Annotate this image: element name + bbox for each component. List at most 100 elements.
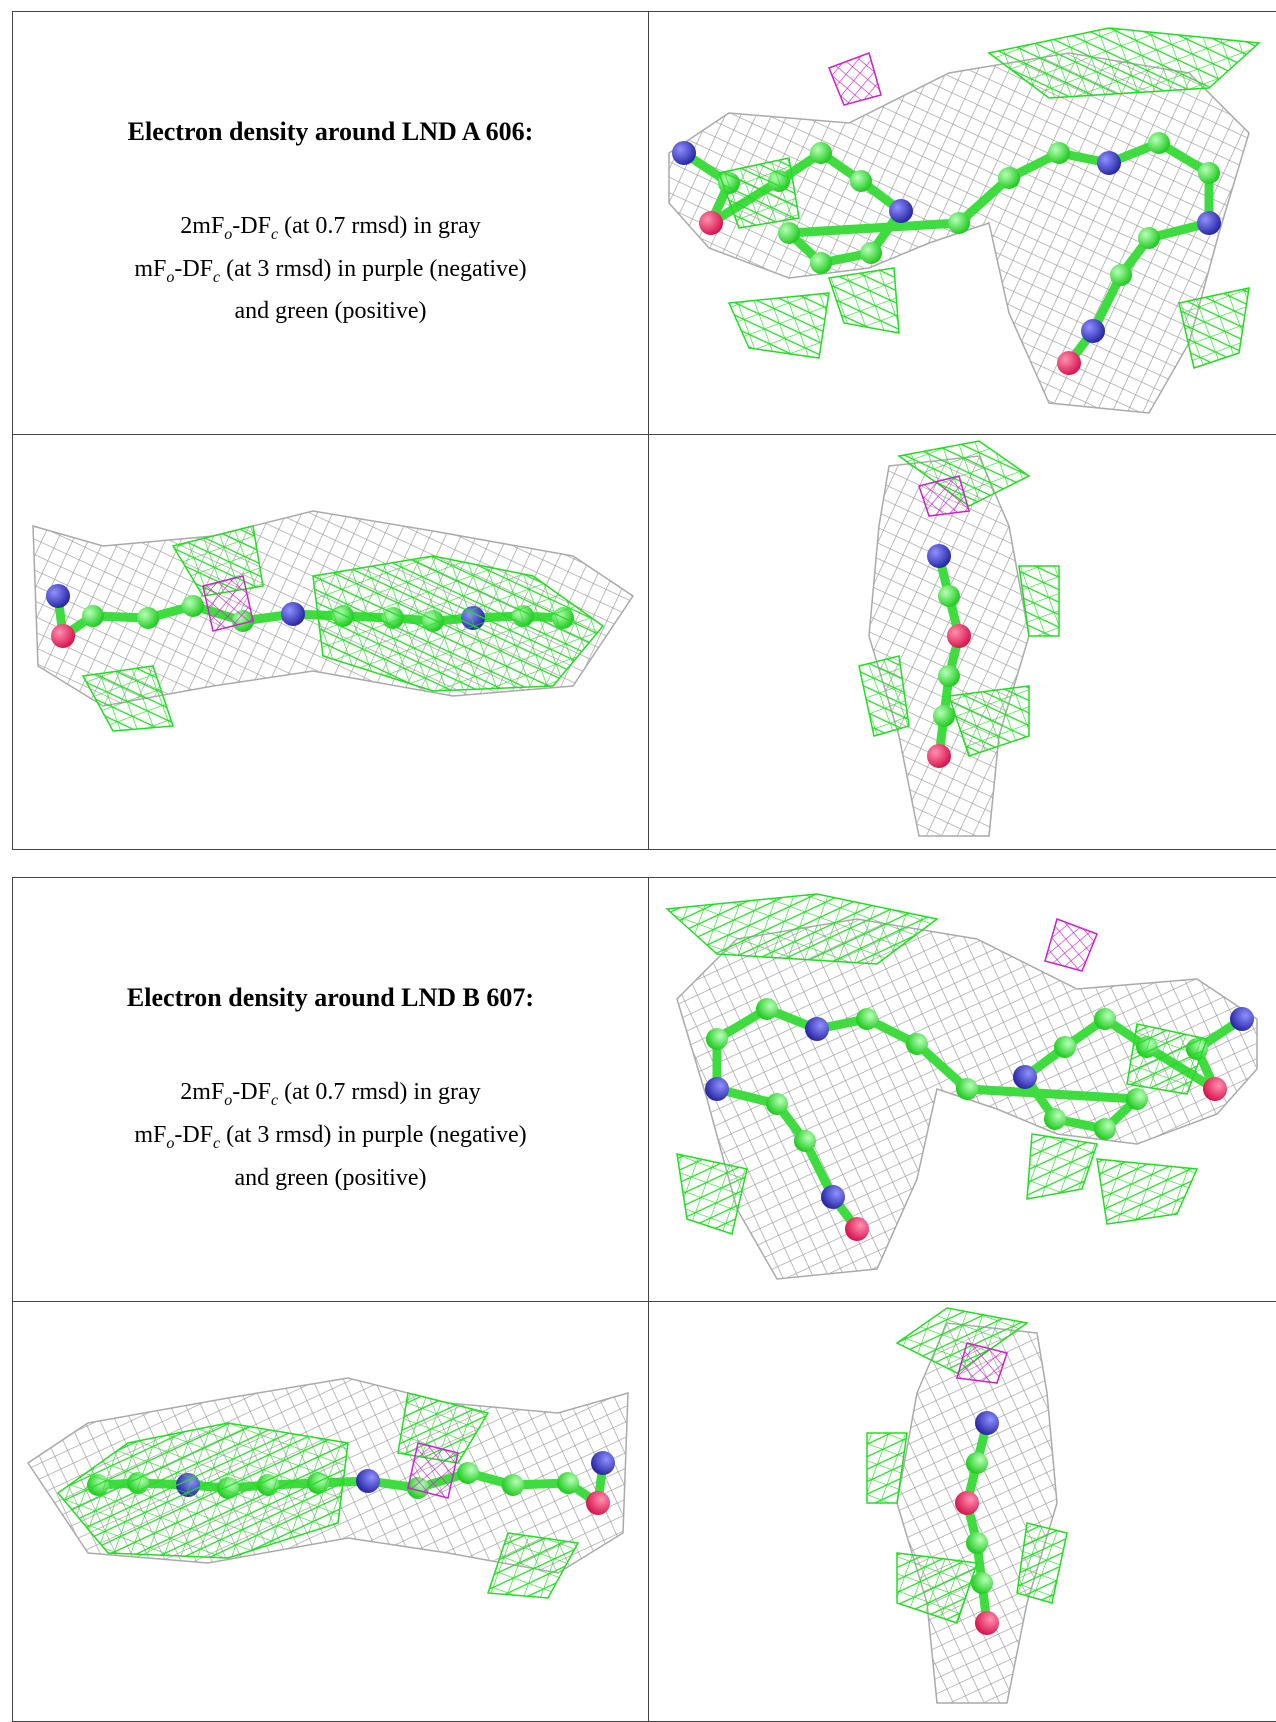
- positive-mesh: [1027, 1134, 1097, 1199]
- atom: [906, 1033, 928, 1055]
- positive-mesh: [829, 268, 899, 333]
- atom: [586, 1491, 610, 1515]
- image-cell: [649, 435, 1276, 850]
- atom: [281, 602, 305, 626]
- atom: [1057, 351, 1081, 375]
- atom: [1094, 1118, 1116, 1140]
- positive-mesh: [677, 1154, 747, 1234]
- caption-line: and green (positive): [13, 1161, 648, 1196]
- negative-mesh: [203, 576, 253, 631]
- atom: [1148, 132, 1170, 154]
- text-cell: Electron density around LND B 607: 2mFo-…: [13, 878, 649, 1302]
- atom: [502, 1474, 524, 1496]
- atom: [1081, 319, 1105, 343]
- caption-text: (at 0.7 rmsd) in gray: [278, 1079, 481, 1105]
- atom: [794, 1130, 816, 1152]
- atom: [810, 252, 832, 274]
- atom: [591, 1451, 615, 1475]
- image-cell: [649, 878, 1276, 1302]
- atom: [1230, 1007, 1254, 1031]
- atom: [82, 605, 104, 627]
- atom: [137, 607, 159, 629]
- atom: [1198, 162, 1220, 184]
- atom: [947, 624, 971, 648]
- atom: [805, 1017, 829, 1041]
- atom: [1048, 142, 1070, 164]
- subscript: c: [271, 1092, 278, 1109]
- negative-mesh: [829, 53, 881, 105]
- atom: [705, 1077, 729, 1101]
- caption-text: and green (positive): [235, 298, 427, 324]
- caption-line: mFo-DFc (at 3 rmsd) in purple (negative): [13, 252, 648, 295]
- molecule-view: [28, 1378, 628, 1598]
- atom: [948, 212, 970, 234]
- cell-heading: Electron density around LND A 606:: [13, 117, 648, 147]
- atom: [457, 1462, 479, 1484]
- positive-mesh: [1097, 1159, 1197, 1224]
- atom: [845, 1217, 869, 1241]
- caption-text: mF: [134, 256, 166, 282]
- image-cell: [13, 435, 649, 850]
- positive-mesh: [1179, 288, 1249, 368]
- atom: [956, 1078, 978, 1100]
- atom: [975, 1611, 999, 1635]
- atom: [933, 705, 955, 727]
- density-image: [13, 436, 648, 849]
- atom: [1203, 1077, 1227, 1101]
- atom: [998, 167, 1020, 189]
- cell-heading: Electron density around LND B 607:: [13, 983, 648, 1013]
- caption-text: 2mF: [180, 1079, 224, 1105]
- caption-line: 2mFo-DFc (at 0.7 rmsd) in gray: [13, 209, 648, 252]
- atom: [557, 1472, 579, 1494]
- atom: [766, 1093, 788, 1115]
- atom: [1094, 1008, 1116, 1030]
- caption-line: mFo-DFc (at 3 rmsd) in purple (negative): [13, 1118, 648, 1161]
- caption-text: (at 3 rmsd) in purple (negative): [220, 1122, 527, 1148]
- density-image: [649, 1303, 1276, 1721]
- density-image: [649, 13, 1276, 434]
- positive-mesh: [729, 293, 829, 358]
- molecule-view: [859, 441, 1059, 836]
- atom: [810, 142, 832, 164]
- atom: [1110, 264, 1132, 286]
- negative-mesh: [1045, 919, 1097, 971]
- atom: [938, 585, 960, 607]
- caption-line: 2mFo-DFc (at 0.7 rmsd) in gray: [13, 1075, 648, 1118]
- density-table: Electron density around LND B 607: 2mFo-…: [12, 877, 1276, 1722]
- caption-text: -DF: [232, 213, 271, 239]
- atom: [46, 584, 70, 608]
- caption-text: and green (positive): [235, 1165, 427, 1191]
- atom: [966, 1532, 988, 1554]
- subscript: c: [271, 226, 278, 243]
- atom: [356, 1469, 380, 1493]
- density-image: [649, 879, 1276, 1301]
- image-cell: [649, 1302, 1276, 1722]
- caption-text: (at 3 rmsd) in purple (negative): [220, 256, 527, 282]
- density-image: [13, 1303, 648, 1721]
- image-cell: [649, 12, 1276, 435]
- atom: [51, 624, 75, 648]
- molecule-view: [669, 28, 1259, 413]
- atom: [1197, 211, 1221, 235]
- atom: [706, 1028, 728, 1050]
- atom: [1126, 1088, 1148, 1110]
- caption-text: -DF: [174, 256, 213, 282]
- atom: [860, 242, 882, 264]
- text-cell: Electron density around LND A 606: 2mFo-…: [13, 12, 649, 435]
- atom: [927, 744, 951, 768]
- atom: [1138, 227, 1160, 249]
- atom: [1097, 151, 1121, 175]
- atom: [756, 998, 778, 1020]
- molecule-view: [867, 1308, 1067, 1703]
- caption-line: and green (positive): [13, 294, 648, 329]
- atom: [966, 1452, 988, 1474]
- caption-text: mF: [134, 1122, 166, 1148]
- molecule-view: [667, 894, 1257, 1279]
- atom: [927, 544, 951, 568]
- atom: [955, 1491, 979, 1515]
- atom: [778, 222, 800, 244]
- caption-text: -DF: [174, 1122, 213, 1148]
